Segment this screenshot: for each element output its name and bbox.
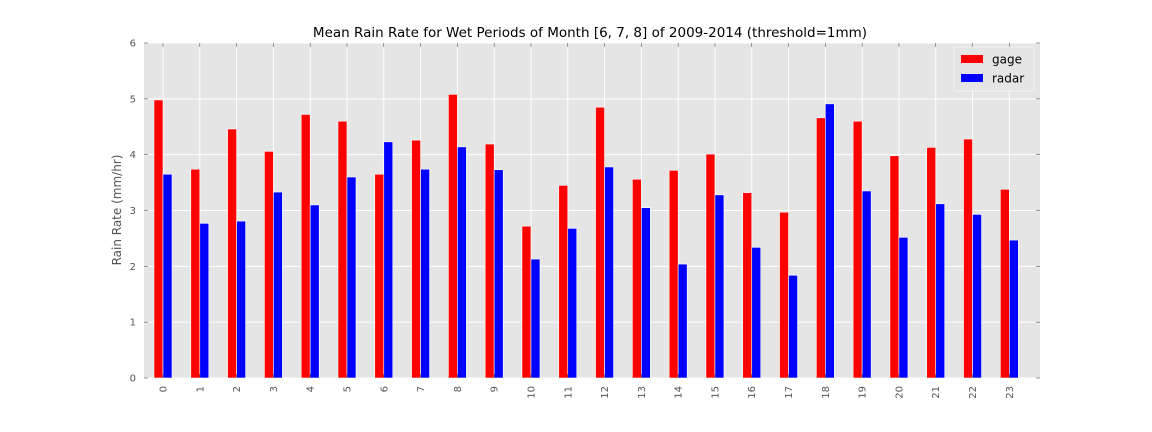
bar-radar-22: radar 22: 2.93 (972, 214, 982, 379)
bar-radar-13: radar 13: 3.05 (641, 207, 651, 379)
y-tick-label: 4 (130, 150, 136, 161)
x-tick-label: 23 (1005, 386, 1016, 399)
bar-radar-23: radar 23: 2.47 (1009, 239, 1019, 379)
bar-radar-14: radar 14: 2.04 (677, 263, 688, 379)
bar-radar-9: radar 9: 3.73 (493, 169, 504, 379)
y-axis: 0 1 2 3 4 5 6 (130, 39, 1040, 385)
x-tick-label: 8 (453, 386, 464, 392)
bar-radar-0: radar 0: 3.65 (162, 173, 173, 379)
bar-radar-15: radar 15: 3.28 (714, 194, 725, 379)
bar-gage-8: gage 8: 5.08 (448, 94, 458, 379)
x-tick-label: 3 (269, 386, 280, 392)
bars: gage 0: 4.98radar 0: 3.65gage 1: 3.74rad… (153, 94, 1019, 379)
bar-gage-5: gage 5: 4.6 (337, 120, 348, 379)
x-tick-label: 9 (490, 386, 501, 392)
legend-swatch-gage (961, 55, 983, 63)
x-tick-label: 4 (306, 386, 317, 392)
y-tick-label: 2 (130, 262, 136, 273)
bar-gage-14: gage 14: 3.72 (668, 170, 679, 379)
x-tick-label: 19 (858, 386, 869, 399)
bar-gage-2: gage 2: 4.46 (227, 128, 237, 379)
legend-swatch-radar (961, 74, 983, 82)
bar-gage-10: gage 10: 2.72 (521, 225, 532, 379)
bar-radar-21: radar 21: 3.12 (935, 203, 946, 379)
bar-gage-16: gage 16: 3.32 (742, 192, 753, 379)
y-tick-label: 6 (130, 39, 136, 50)
x-axis: 0 1 2 3 4 5 6 7 8 9 10 11 12 13 14 15 16 17 18 19 20 21 22 23 (159, 43, 1016, 399)
bar-radar-3: radar 3: 3.33 (273, 191, 283, 379)
chart-title: Mean Rain Rate for Wet Periods of Month … (313, 25, 867, 41)
legend-label-gage: gage (992, 53, 1022, 67)
bar-gage-1: gage 1: 3.74 (190, 168, 201, 379)
bar-radar-1: radar 1: 2.77 (199, 223, 210, 379)
bar-gage-21: gage 21: 4.13 (926, 147, 937, 379)
bar-radar-18: radar 18: 4.91 (825, 103, 835, 379)
bar-gage-12: gage 12: 4.85 (595, 106, 605, 379)
bar-radar-20: radar 20: 2.52 (898, 237, 909, 379)
bar-gage-23: gage 23: 3.38 (1000, 188, 1010, 379)
legend: gage radar (953, 46, 1035, 92)
bar-gage-0: gage 0: 4.98 (153, 99, 164, 379)
bar-radar-5: radar 5: 3.6 (346, 176, 357, 379)
bar-radar-6: radar 6: 4.23 (383, 141, 394, 379)
x-tick-label: 20 (894, 386, 905, 399)
x-tick-label: 1 (195, 386, 206, 392)
legend-box (953, 46, 1035, 92)
bar-radar-19: radar 19: 3.35 (861, 190, 872, 379)
x-tick-label: 11 (563, 386, 574, 399)
x-tick-label: 16 (747, 386, 758, 399)
x-tick-label: 6 (379, 386, 390, 392)
x-tick-label: 13 (637, 386, 648, 399)
bar-radar-16: radar 16: 2.34 (751, 247, 762, 379)
bar-gage-18: gage 18: 4.66 (816, 117, 826, 379)
bar-gage-15: gage 15: 4.01 (705, 153, 716, 379)
bar-radar-7: radar 7: 3.74 (420, 168, 430, 379)
bar-gage-13: gage 13: 3.56 (632, 178, 642, 379)
bar-gage-9: gage 9: 4.19 (484, 143, 495, 379)
y-tick-label: 3 (130, 206, 136, 217)
bar-radar-4: radar 4: 3.1 (309, 204, 320, 379)
bar-radar-10: radar 10: 2.13 (530, 258, 541, 379)
bar-gage-22: gage 22: 4.28 (963, 138, 973, 379)
x-tick-label: 2 (232, 386, 243, 392)
x-tick-label: 7 (416, 386, 427, 392)
x-tick-label: 0 (159, 386, 170, 392)
x-tick-label: 10 (526, 386, 537, 399)
x-tick-label: 17 (784, 386, 795, 399)
legend-label-radar: radar (992, 72, 1024, 86)
bar-gage-20: gage 20: 3.98 (889, 155, 900, 379)
x-tick-label: 14 (674, 386, 685, 399)
x-tick-label: 15 (710, 386, 721, 399)
bar-radar-11: radar 11: 2.68 (567, 228, 578, 379)
bar-radar-17: radar 17: 1.84 (788, 274, 798, 379)
bar-gage-7: gage 7: 4.26 (411, 139, 421, 379)
bar-gage-11: gage 11: 3.45 (558, 185, 569, 379)
bar-gage-19: gage 19: 4.6 (852, 120, 863, 379)
bar-radar-2: radar 2: 2.81 (236, 220, 246, 379)
y-tick-label: 5 (130, 94, 136, 105)
y-tick-label: 0 (130, 374, 136, 385)
x-tick-label: 21 (931, 386, 942, 399)
bar-gage-3: gage 3: 4.06 (264, 151, 274, 379)
bar-gage-6: gage 6: 3.65 (374, 173, 385, 379)
y-axis-label: Rain Rate (mm/hr) (110, 155, 124, 266)
bar-gage-4: gage 4: 4.72 (300, 114, 311, 379)
x-tick-label: 22 (968, 386, 979, 399)
bar-radar-12: radar 12: 3.78 (604, 166, 614, 379)
x-tick-label: 12 (600, 386, 611, 399)
x-tick-label: 5 (342, 386, 353, 392)
bar-radar-8: radar 8: 4.14 (457, 146, 467, 379)
x-tick-label: 18 (821, 386, 832, 399)
y-tick-label: 1 (130, 318, 136, 329)
bar-gage-17: gage 17: 2.97 (779, 211, 789, 379)
